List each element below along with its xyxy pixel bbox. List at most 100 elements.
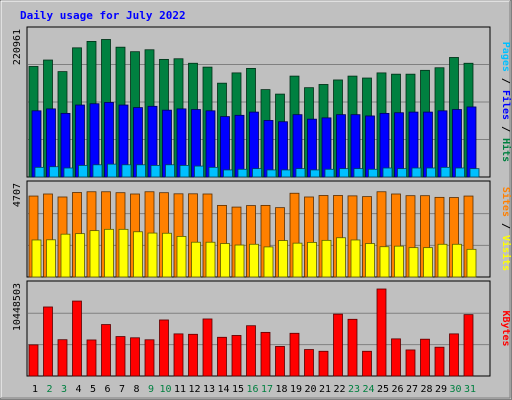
panel-kbytes-label-part-0: KBytes — [500, 310, 511, 346]
bar-visits-sites-13 — [205, 241, 216, 278]
bar-kbytes-kbytes-23 — [347, 318, 358, 377]
x-tick-label-22: 22 — [333, 384, 345, 395]
bar-visits-sites-9 — [147, 232, 158, 278]
bar-kbytes-kbytes-1 — [28, 344, 39, 377]
x-tick-label-7: 7 — [119, 384, 125, 395]
bar-visits-sites-11 — [176, 236, 187, 278]
bar-visits-sites-28 — [423, 247, 433, 278]
x-tick-label-16: 16 — [246, 384, 258, 395]
bar-hits-files-30 — [452, 109, 462, 178]
bar-kbytes-kbytes-16 — [246, 325, 256, 377]
bar-visits-sites-15 — [234, 244, 245, 278]
bar-hits-files-14 — [220, 116, 230, 178]
bar-hits-pages-24 — [368, 168, 378, 178]
bar-hits-files-26 — [394, 112, 404, 178]
bar-hits-pages-5 — [92, 164, 103, 178]
bar-hits-pages-9 — [150, 165, 161, 178]
bar-hits-files-3 — [60, 112, 71, 178]
bar-visits-sites-5 — [89, 230, 100, 278]
x-tick-label-17: 17 — [261, 384, 273, 395]
bar-kbytes-kbytes-25 — [376, 288, 387, 377]
chart-panels: 220961 Pages / Files / Hits 4707 Sites / Vi… — [12, 26, 512, 377]
bar-visits-sites-18 — [278, 240, 288, 278]
x-tick-label-18: 18 — [275, 384, 287, 395]
bar-visits-sites-25 — [379, 246, 390, 278]
x-tick-label-29: 29 — [435, 384, 447, 395]
bar-hits-files-18 — [278, 121, 288, 178]
bar-hits-pages-14 — [223, 169, 233, 178]
bar-kbytes-kbytes-29 — [434, 346, 445, 377]
panel-kbytes-series-label: KBytes — [500, 310, 511, 346]
panel-kbytes: 10448503 KBytes — [12, 280, 511, 377]
panel-visits-label-part-2: Visits — [500, 235, 512, 271]
x-tick-label-30: 30 — [449, 384, 461, 395]
bar-hits-files-28 — [423, 111, 433, 178]
bar-hits-files-15 — [234, 114, 245, 178]
x-tick-label-23: 23 — [348, 384, 360, 395]
panel-visits-label-part-0: Sites — [500, 187, 512, 217]
x-tick-label-19: 19 — [290, 384, 302, 395]
bar-kbytes-kbytes-26 — [391, 338, 401, 377]
x-tick-label-15: 15 — [232, 384, 244, 395]
x-tick-label-4: 4 — [75, 384, 81, 395]
bar-hits-files-27 — [408, 111, 419, 178]
panel-hits-label-part-1: / — [500, 72, 511, 90]
x-tick-label-2: 2 — [46, 384, 52, 395]
bar-hits-pages-4 — [78, 165, 88, 178]
x-tick-label-5: 5 — [90, 384, 96, 395]
bar-kbytes-kbytes-5 — [86, 339, 97, 377]
bar-hits-pages-3 — [63, 167, 74, 178]
bar-hits-pages-21 — [324, 168, 335, 178]
panel-visits-series-label: Sites / Visits — [500, 187, 512, 271]
bar-hits-pages-7 — [121, 164, 132, 178]
x-tick-label-11: 11 — [174, 384, 186, 395]
bar-hits-pages-11 — [179, 165, 190, 178]
x-tick-label-21: 21 — [319, 384, 331, 395]
x-tick-label-24: 24 — [362, 384, 374, 395]
bar-hits-pages-8 — [136, 164, 146, 178]
bar-hits-pages-28 — [426, 167, 436, 178]
bar-visits-sites-27 — [408, 247, 419, 278]
bar-kbytes-kbytes-21 — [318, 350, 329, 377]
bar-hits-files-20 — [307, 118, 317, 178]
bar-kbytes-kbytes-22 — [333, 313, 343, 377]
bar-kbytes-kbytes-7 — [115, 336, 126, 377]
bar-kbytes-kbytes-15 — [231, 335, 242, 377]
bar-visits-sites-17 — [263, 246, 274, 278]
bar-visits-sites-16 — [249, 243, 259, 278]
bar-visits-sites-6 — [104, 228, 114, 278]
bar-visits-sites-3 — [60, 233, 71, 278]
bar-kbytes-kbytes-8 — [130, 337, 140, 377]
panel-hits-ymax-label: 220961 — [12, 29, 23, 65]
bar-hits-files-22 — [336, 114, 346, 178]
x-tick-label-13: 13 — [203, 384, 215, 395]
bar-visits-sites-31 — [466, 248, 477, 278]
bar-visits-sites-7 — [118, 228, 129, 278]
panel-hits-label-part-2: Files — [500, 90, 512, 120]
bar-hits-pages-1 — [34, 166, 45, 178]
bar-kbytes-kbytes-11 — [173, 333, 184, 377]
bar-kbytes-kbytes-18 — [275, 346, 285, 377]
panel-kbytes-ymax-label: 10448503 — [12, 283, 23, 331]
x-tick-label-14: 14 — [217, 384, 229, 395]
panel-hits-label-part-0: Pages — [500, 42, 511, 72]
bar-kbytes-kbytes-30 — [449, 333, 459, 377]
panel-hits-series-label: Pages / Files / Hits — [500, 42, 512, 162]
panel-hits: 220961 Pages / Files / Hits — [12, 26, 512, 178]
bar-visits-sites-1 — [31, 239, 42, 278]
bar-kbytes-kbytes-31 — [463, 314, 474, 377]
bar-kbytes-kbytes-24 — [362, 350, 372, 377]
bar-hits-pages-30 — [455, 167, 465, 178]
bar-visits-sites-20 — [307, 242, 317, 278]
bar-kbytes-kbytes-6 — [101, 324, 111, 377]
x-tick-label-25: 25 — [377, 384, 389, 395]
bar-hits-pages-12 — [194, 165, 204, 178]
x-tick-label-6: 6 — [104, 384, 110, 395]
bar-hits-files-24 — [365, 115, 375, 178]
bar-hits-pages-15 — [237, 168, 248, 178]
bar-hits-pages-10 — [165, 164, 175, 178]
bar-hits-pages-17 — [266, 169, 277, 178]
bar-visits-sites-10 — [162, 232, 172, 278]
bar-kbytes-kbytes-20 — [304, 349, 314, 377]
